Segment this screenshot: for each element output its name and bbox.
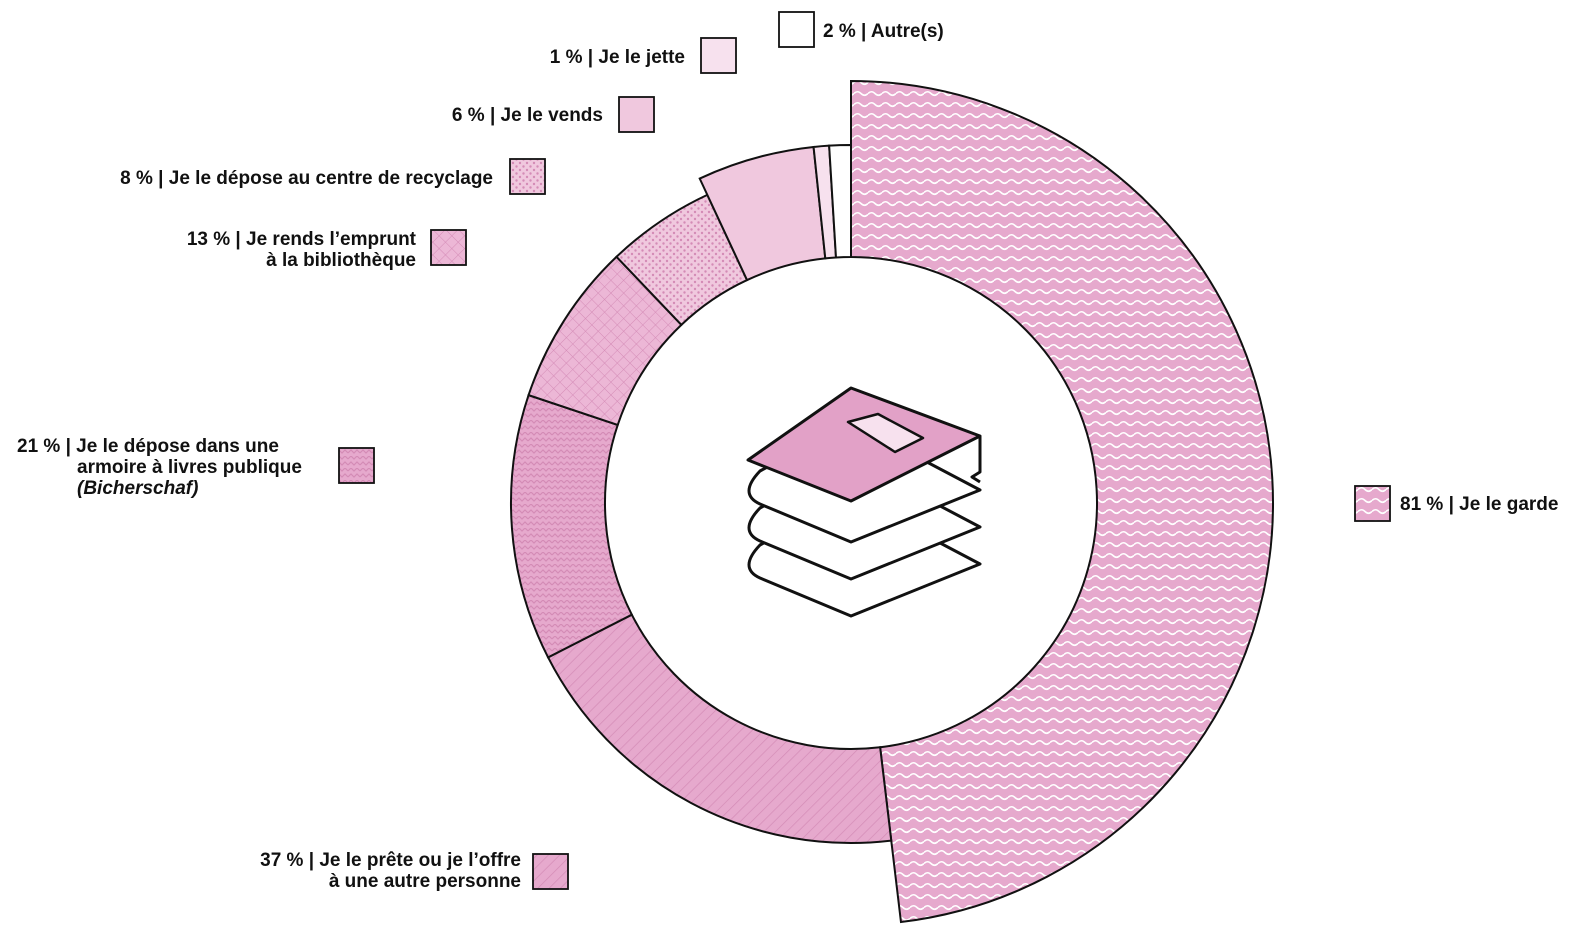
legend-label-garde: 81 % | Je le garde: [1400, 494, 1558, 515]
legend-label-bibliotheque-line-1: 13 % | Je rends l’emprunt: [187, 229, 417, 250]
legend-label-vends: 6 % | Je le vends: [452, 105, 603, 126]
legend-label-recyclage: 8 % | Je le dépose au centre de recyclag…: [120, 168, 493, 189]
legend-swatch-armoire: [338, 447, 375, 484]
legend-label-prete-line-2: à une autre personne: [329, 871, 521, 892]
donut-segment-garde: [850, 79, 1274, 924]
legend-label-jette: 1 % | Je le jette: [550, 47, 685, 68]
legend-swatch-autres: [778, 11, 815, 48]
legend-label-armoire-line-2: armoire à livres publique: [77, 457, 302, 478]
donut-segments: [510, 79, 1274, 924]
legend: 81 % | Je le garde 37 % | Je le prête ou …: [17, 11, 1558, 892]
legend-label-armoire-line-3: (Bicherschaf): [77, 478, 198, 499]
legend-label-prete-line-1: 37 % | Je le prête ou je l’offre: [260, 850, 521, 871]
donut-segment-autres: [828, 143, 852, 259]
donut-segment-armoire: [510, 393, 634, 659]
donut-segment-prete: [546, 613, 893, 844]
legend-swatch-vends: [618, 96, 655, 133]
legend-label-autres: 2 % | Autre(s): [823, 21, 944, 42]
legend-swatch-recyclage: [509, 158, 546, 195]
legend-swatch-garde: [1354, 485, 1391, 522]
stack-of-books-icon: [746, 386, 982, 618]
legend-swatch-jette: [700, 37, 737, 74]
legend-label-bibliotheque-line-2: à la bibliothèque: [266, 250, 416, 271]
legend-label-armoire-line-1: 21 % | Je le dépose dans une: [17, 436, 279, 457]
legend-swatch-bibliotheque: [430, 229, 467, 266]
legend-swatch-prete: [532, 853, 569, 890]
